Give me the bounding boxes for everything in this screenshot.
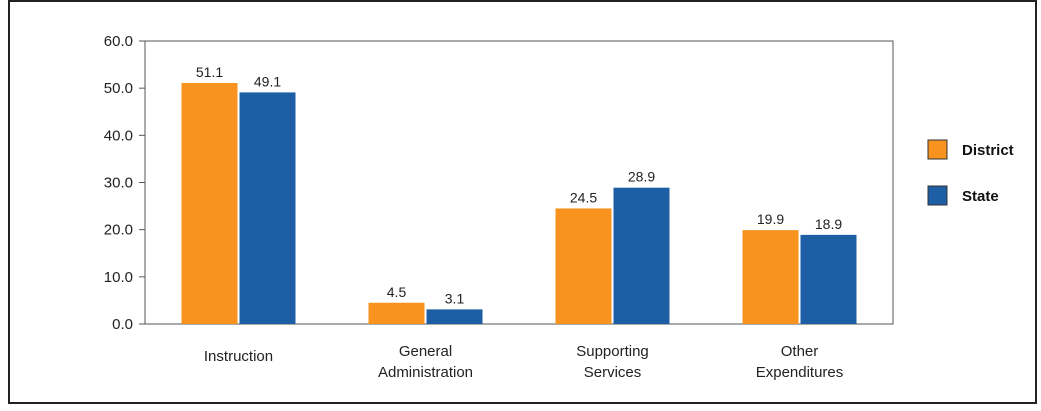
bar-district	[181, 82, 238, 324]
y-tick-label: 10.0	[104, 269, 133, 286]
legend: District State	[927, 139, 1014, 206]
y-axis: 0.0 10.0 20.0 30.0 40.0 50.0 60.0	[104, 33, 145, 333]
bar-state	[239, 92, 296, 324]
data-label: 28.9	[628, 169, 655, 185]
category-labels: Instruction General Administration Supporti…	[204, 343, 843, 381]
data-labels: 51.1 49.1 4.5 3.1 24.5 28.9 19.9 18.9	[196, 64, 842, 306]
y-tick-label: 50.0	[104, 80, 133, 97]
bar-district	[368, 302, 425, 324]
bar-district	[742, 230, 799, 324]
bar-state	[800, 234, 857, 324]
y-tick-label: 20.0	[104, 222, 133, 239]
category-label: Supporting Services	[576, 343, 649, 381]
category-label: General Administration	[378, 343, 473, 381]
y-tick-label: 0.0	[112, 316, 133, 333]
data-label: 51.1	[196, 64, 223, 80]
legend-label-state: State	[962, 188, 999, 205]
data-label: 18.9	[815, 216, 842, 232]
legend-swatch-district	[927, 139, 948, 160]
category-label: Other Expenditures	[756, 343, 844, 381]
data-label: 24.5	[570, 189, 597, 205]
legend-label-district: District	[962, 142, 1014, 159]
data-label: 3.1	[445, 290, 465, 306]
y-tick-label: 30.0	[104, 175, 133, 192]
legend-swatch-state	[927, 185, 948, 206]
bars	[181, 82, 857, 324]
bar-district	[555, 208, 612, 324]
y-tick-label: 40.0	[104, 127, 133, 144]
bar-state	[426, 309, 483, 324]
data-label: 19.9	[757, 211, 784, 227]
data-label: 49.1	[254, 73, 281, 89]
bar-state	[613, 187, 670, 324]
category-label: Instruction	[204, 348, 273, 365]
chart-frame	[8, 0, 1037, 404]
y-tick-label: 60.0	[104, 33, 133, 50]
data-label: 4.5	[387, 284, 407, 300]
